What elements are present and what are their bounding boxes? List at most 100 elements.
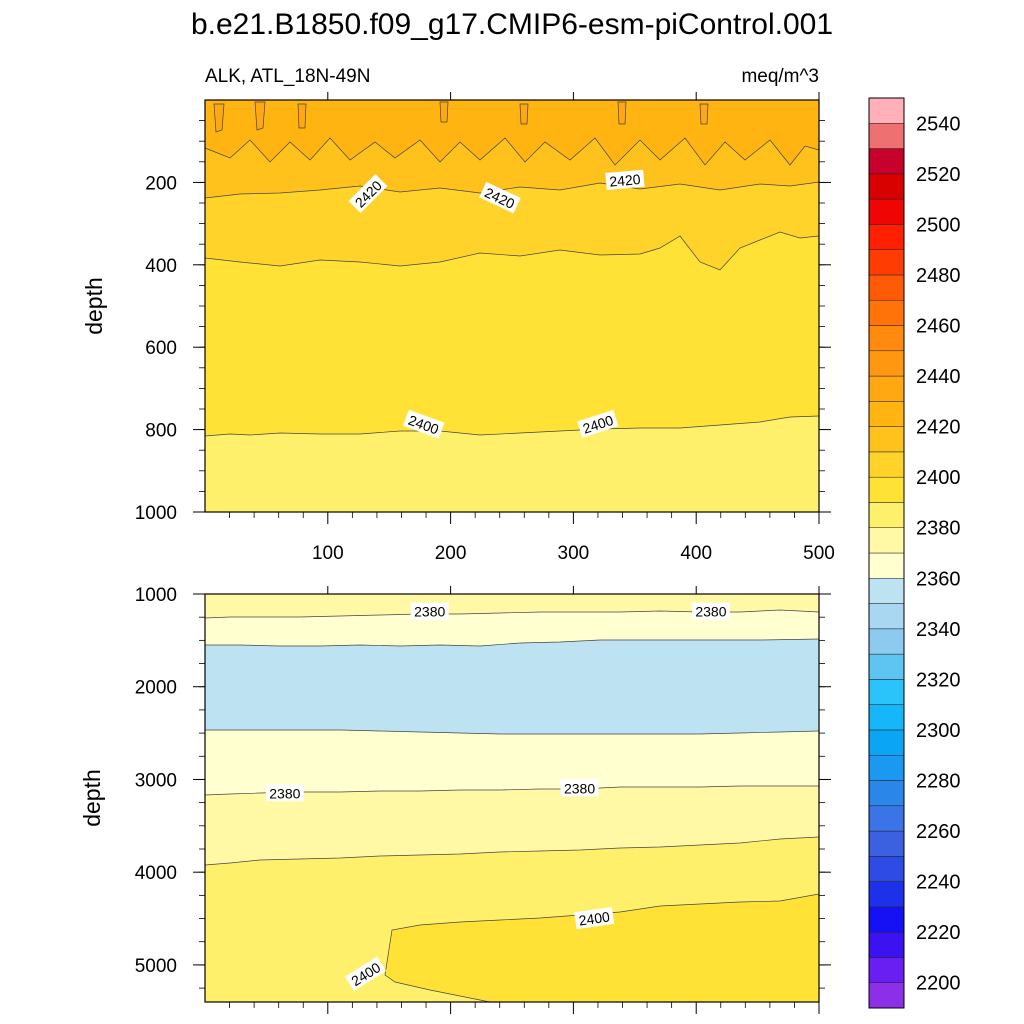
upper-xtick-label-0: 100 [312,543,344,564]
lower-fill-2380-mid [205,594,819,618]
colorbar-box-9 [868,754,905,781]
lower-contour-label-3: 2380 [560,779,599,797]
upper-contour-label-bg-2 [605,169,645,190]
colorbar-box-25 [868,350,905,377]
lower-panel: 1000 2000 3000 4000 5000 2380 2380 2380 2380 240… [79,585,831,1014]
lower-contour-label-text-1: 2380 [695,604,726,620]
colorbar-box-33 [868,148,905,175]
lower-contour-label-bg-4 [574,906,615,930]
upper-contour-label-bg-4 [577,409,619,438]
lower-contour-label-text-2: 2380 [269,785,300,801]
colorbar-box-0 [868,982,905,1009]
units-label: meq/m^3 [741,66,819,87]
upper-xtick-label-2: 300 [558,543,590,564]
upper-ytick-label-2: 600 [145,338,177,359]
colorbar-box-30 [868,224,905,250]
colorbar-box-1 [868,957,905,983]
colorbar-box-4 [868,881,905,908]
lower-fill-2400 [385,894,819,1002]
variable-label: ALK, ATL_18N-49N [205,66,370,87]
colorbar-box-8 [868,780,905,807]
lower-ytick-label-2: 3000 [135,770,177,791]
colorbar: 2200 2220 2240 2260 2280 2300 2320 2340 2360 2380… [868,97,961,1009]
colorbar-box-28 [868,274,905,301]
colorbar-label-11: 2420 [916,417,961,439]
upper-axis-ticks: 100 200 300 400 500 200 400 600 800 1000 [135,92,835,564]
colorbar-label-13: 2460 [916,316,961,338]
colorbar-box-10 [868,729,905,756]
lower-contour-label-bg-3 [560,779,599,797]
upper-ytick-label-1: 400 [145,256,177,277]
colorbar-label-6: 2320 [916,669,961,691]
upper-xtick-label-3: 400 [680,543,712,564]
colorbar-frame [868,97,905,1009]
upper-xtick-label-1: 200 [435,543,467,564]
colorbar-box-31 [868,198,905,225]
lower-contour-2400-line [384,893,820,1003]
colorbar-label-14: 2480 [916,265,961,287]
colorbar-label-9: 2380 [916,518,961,540]
upper-contour-2410-line [204,231,820,271]
colorbar-box-24 [868,375,905,402]
upper-fill-2430 [205,100,819,165]
upper-contour-2400-line [204,415,820,437]
colorbar-box-3 [868,906,905,933]
upper-contour-2430-line [204,137,820,166]
colorbar-box-22 [868,426,905,453]
upper-ylabel: depth [81,277,107,335]
colorbar-label-10: 2400 [916,467,961,489]
colorbar-box-17 [868,552,905,579]
lower-contour-label-1: 2380 [691,602,730,620]
lower-contour-label-2: 2380 [265,784,304,802]
lower-ylabel: depth [79,769,105,827]
colorbar-label-5: 2300 [916,720,961,742]
colorbar-box-20 [868,476,905,503]
upper-contour-fills [205,100,819,512]
lower-axis-ticks: 1000 2000 3000 4000 5000 [135,585,831,1014]
colorbar-box-19 [868,502,905,528]
colorbar-label-12: 2440 [916,366,961,388]
lower-ytick-label-0: 1000 [135,585,177,606]
lower-contour-label-bg-1 [691,602,730,620]
colorbar-box-16 [868,578,905,604]
colorbar-box-26 [868,325,905,352]
colorbar-box-23 [868,401,905,427]
lower-contour-label-0: 2380 [410,602,449,620]
chart-title: b.e21.B1850.f09_g17.CMIP6-esm-piControl.… [191,8,833,41]
lower-ytick-label-4: 5000 [135,956,177,977]
colorbar-box-6 [868,830,905,857]
colorbar-label-7: 2340 [916,619,961,641]
lower-plot-frame [204,593,820,1003]
upper-contour-label-bg-1 [479,181,521,214]
lower-contour-label-bg-5 [344,956,387,992]
lower-ytick-label-1: 2000 [135,678,177,699]
upper-xtick-label-4: 500 [803,543,835,564]
upper-contour-label-2: 2420 [605,169,645,190]
colorbar-label-17: 2540 [916,113,961,135]
lower-contour-label-text-3: 2380 [564,780,595,796]
colorbar-label-0: 2200 [916,973,961,995]
lower-contour-label-bg-2 [265,784,304,802]
colorbar-box-7 [868,805,905,832]
lower-contour-2380-lower-line [204,836,820,866]
colorbar-box-11 [868,704,905,731]
colorbar-box-5 [868,856,905,882]
upper-ytick-label-4: 1000 [135,503,177,524]
colorbar-box-15 [868,603,905,630]
colorbar-box-14 [868,628,905,655]
upper-contour-label-text-2: 2420 [609,171,642,190]
lower-contour-2360-lower-line [205,729,820,735]
colorbar-box-29 [868,249,905,276]
colorbar-label-3: 2260 [916,821,961,843]
lower-ytick-label-3: 4000 [135,863,177,884]
colorbar-box-35 [868,97,905,124]
lower-contour-label-bg-0 [410,602,449,620]
colorbar-box-32 [868,173,905,200]
upper-contour-lines [204,101,820,437]
colorbar-box-12 [868,679,905,705]
colorbar-label-15: 2500 [916,214,961,236]
lower-contour-label-text-0: 2380 [414,604,445,620]
upper-ytick-label-3: 800 [145,421,177,442]
